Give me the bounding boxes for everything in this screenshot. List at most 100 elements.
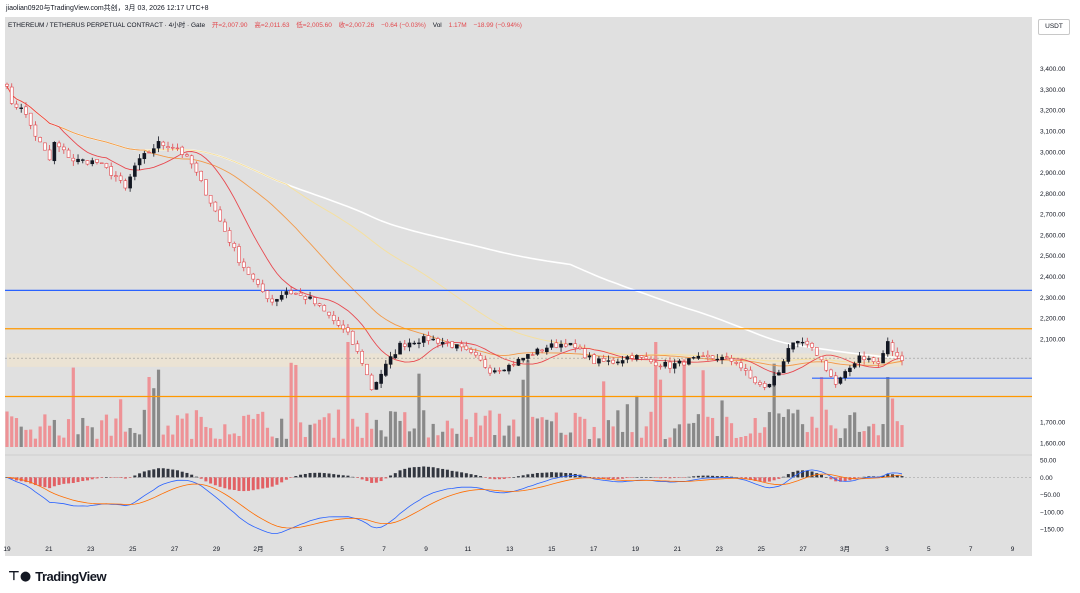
candle-body [507, 364, 511, 372]
macd-histogram-bar [758, 477, 762, 482]
candle-body [142, 153, 147, 160]
volume-change: −18.99 (−0.94%) [473, 22, 522, 29]
candle-body [710, 355, 715, 359]
macd-histogram-bar [763, 477, 767, 482]
candle-body [753, 376, 758, 384]
candle-body [497, 370, 502, 372]
volume-bar [573, 412, 577, 447]
candle-body [587, 355, 592, 358]
macd-histogram-bar [507, 477, 511, 479]
macd-histogram-bar [464, 473, 468, 478]
macd-histogram-bar [180, 471, 184, 478]
candle-body [95, 159, 99, 163]
volume-bar [805, 432, 809, 447]
candle-body [777, 372, 781, 376]
macd-histogram-bar [123, 477, 127, 479]
volume-bar [223, 424, 227, 447]
volume-value: 1.17M [448, 22, 467, 29]
candle-body [682, 361, 686, 366]
candle-body [33, 124, 38, 137]
candle-body [355, 343, 360, 352]
macd-histogram-bar [228, 477, 232, 490]
candle-body [483, 359, 488, 368]
macd-histogram-bar [403, 468, 407, 478]
volume-bar [76, 434, 80, 447]
volume-bar [748, 433, 753, 447]
volume-bar [460, 388, 464, 447]
volume-bar [38, 426, 42, 447]
volume-bar [763, 427, 767, 447]
candle-body [526, 354, 530, 359]
volume-bar [616, 410, 620, 447]
macd-histogram-bar [663, 477, 667, 478]
macd-histogram-bar [379, 477, 383, 482]
volume-bar [412, 428, 416, 447]
macd-histogram-bar [474, 475, 478, 478]
candle-body [170, 147, 175, 149]
macd-histogram-bar [209, 477, 213, 484]
tradingview-logo-text: TradingView [35, 569, 107, 584]
candle-body [867, 358, 871, 360]
candle-body [573, 343, 578, 349]
volume-bar [564, 434, 568, 447]
candle-body [885, 341, 890, 355]
candle-body [313, 297, 317, 305]
macd-histogram-bar [38, 477, 42, 487]
macd-histogram-bar [848, 477, 852, 481]
macd-histogram-bar [853, 477, 857, 480]
candle-body [706, 354, 710, 358]
price-tick-label: 3,300.00 [1040, 87, 1066, 94]
time-tick-label: 17 [590, 546, 598, 553]
candle-body [402, 343, 407, 347]
volume-bar [531, 416, 535, 447]
macd-histogram-bar [479, 476, 483, 478]
moving-averages [6, 85, 903, 375]
macd-histogram-bar [502, 477, 506, 479]
macd-histogram-bar [706, 475, 710, 478]
macd-histogram-bar [801, 470, 805, 478]
volume-bar [777, 413, 781, 447]
volume-bar [109, 435, 113, 447]
macd-histogram-bar [280, 477, 284, 483]
volume-bar [545, 419, 549, 447]
macd-histogram-bar [640, 476, 644, 478]
candle-body [52, 142, 57, 162]
time-tick-label: 25 [129, 546, 137, 553]
macd-histogram-bar [199, 477, 203, 479]
candle-body [488, 367, 492, 374]
currency-button[interactable]: USDT [1038, 19, 1070, 35]
volume-bar [81, 417, 85, 447]
macd-histogram-bar [194, 476, 198, 478]
candle-body [663, 361, 668, 367]
volume-bar [327, 413, 331, 447]
volume-bar [535, 418, 539, 447]
candle-body [639, 355, 644, 358]
volume-bar [445, 420, 449, 447]
symbol-name[interactable]: ETHEREUM / TETHERUS PERPETUAL CONTRACT ·… [8, 22, 206, 29]
macd-histogram-bar [426, 466, 430, 478]
volume-bar [417, 373, 421, 447]
macd-histogram-bar [559, 472, 563, 478]
ma-yellow-line [6, 86, 902, 364]
price-axis: 3,400.00 3,300.00 3,200.00 3,100.00 3,000.00… [1032, 17, 1080, 556]
candle-body [109, 166, 113, 176]
range-band [7, 353, 902, 367]
candle-body [213, 201, 218, 212]
macd-histogram-bar [289, 477, 293, 478]
macd-histogram-bar [512, 477, 516, 478]
time-tick-label: 3 [885, 546, 889, 553]
volume-bar [66, 419, 71, 447]
volume-bar [384, 436, 388, 447]
macd-histogram-bar [303, 473, 307, 478]
volume-bar [554, 412, 558, 447]
volume-bar [838, 438, 843, 447]
candle-body [43, 142, 47, 151]
price-tick-label: 1,600.00 [1040, 440, 1066, 447]
candle-body [104, 163, 109, 168]
volume-bar [810, 416, 814, 447]
candle-body [786, 348, 791, 362]
volume-bar [583, 418, 587, 447]
candle-body [734, 362, 739, 364]
candle-body [743, 368, 748, 371]
